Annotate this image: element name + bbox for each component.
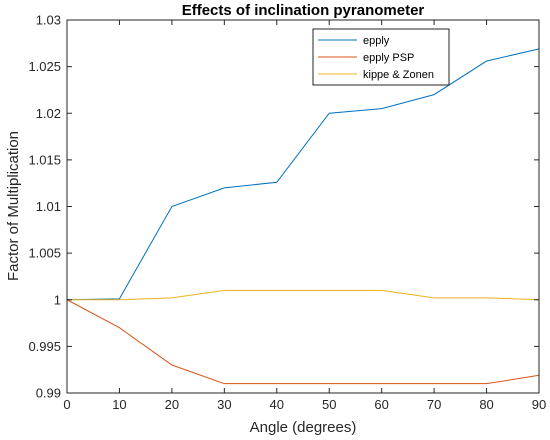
x-tick-label: 80 xyxy=(479,397,493,412)
series-line-1 xyxy=(66,48,540,301)
y-tick-label: 1.015 xyxy=(28,152,61,167)
y-tick-label: 0.995 xyxy=(28,339,61,354)
x-tick-label: 0 xyxy=(63,397,70,412)
x-tick-label: 40 xyxy=(270,397,284,412)
chart-title: Effects of inclination pyranometer xyxy=(182,2,425,19)
y-tick-label: 1.005 xyxy=(28,246,61,261)
y-tick-label: 0.99 xyxy=(36,386,61,401)
x-tick-label: 20 xyxy=(165,397,179,412)
y-tick-label: 1.03 xyxy=(36,13,61,28)
x-axis-label: Angle (degrees) xyxy=(250,419,357,436)
plot-area xyxy=(67,20,539,393)
x-tick-label: 30 xyxy=(217,397,231,412)
y-axis-label: Factor of Multiplication xyxy=(5,131,22,281)
legend-label: epply xyxy=(363,35,390,47)
legend-label: kippe & Zonen xyxy=(363,69,434,81)
y-tick-label: 1 xyxy=(54,292,61,307)
y-tick-label: 1.01 xyxy=(36,199,61,214)
series-line-2 xyxy=(66,299,540,385)
y-tick-label: 1.02 xyxy=(36,106,61,121)
x-tick-label: 70 xyxy=(427,397,441,412)
y-tick-label: 1.025 xyxy=(28,59,61,74)
legend: epply epply PSP kippe & Zonen xyxy=(312,28,450,86)
legend-label: epply PSP xyxy=(363,52,414,64)
ticks-layer: 0 10 20 30 40 50 60 70 80 90 0.99 0.995 1 1.005 1.01 1.… xyxy=(28,13,546,413)
series-layer xyxy=(66,48,540,385)
x-tick-label: 50 xyxy=(322,397,336,412)
x-tick-label: 10 xyxy=(112,397,126,412)
x-tick-label: 60 xyxy=(374,397,388,412)
series-line-3 xyxy=(67,289,540,301)
x-tick-label: 90 xyxy=(532,397,546,412)
